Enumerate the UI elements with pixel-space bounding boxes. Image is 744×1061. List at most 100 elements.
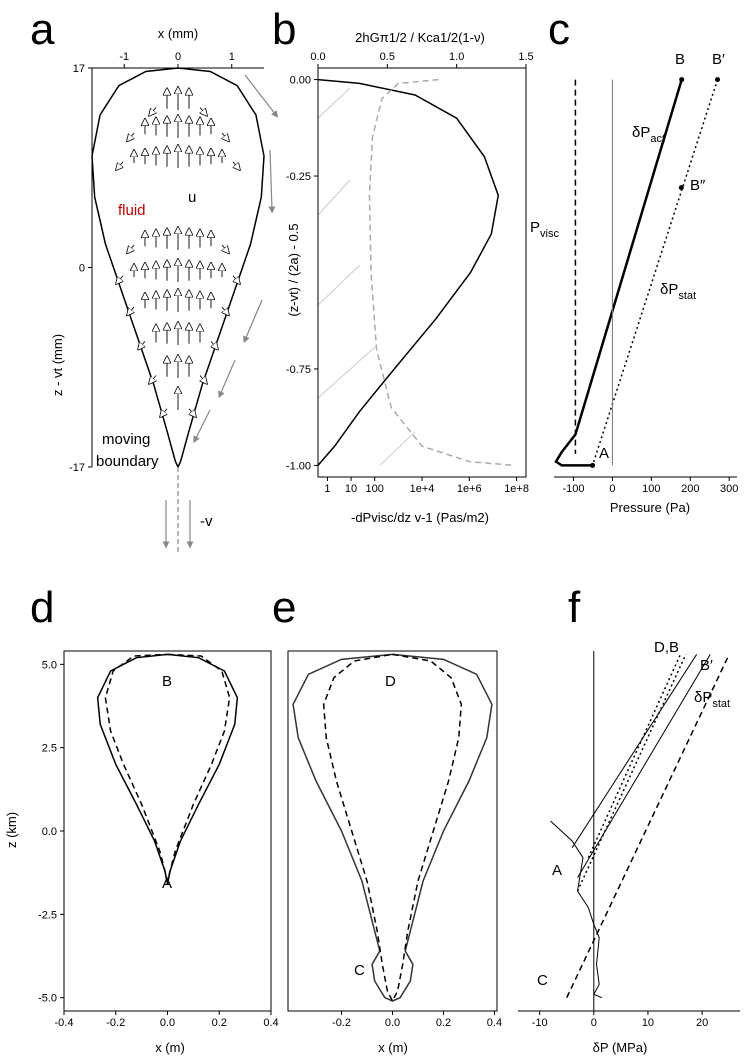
annotation: A [599,445,609,462]
x-tick-label: 300 [720,483,738,495]
annotation-text: boundary [96,453,159,470]
annotation-subscript: act [650,133,665,145]
curve [550,820,603,999]
y-tick-label: -1.00 [286,460,311,472]
flow-arrow [189,408,194,415]
annotation: δPact [632,124,665,145]
annotation: -v [200,513,213,530]
y-tick-label: -5.0 [38,993,57,1005]
y-tick-label: 2.5 [42,743,57,755]
x-tick-label: 1e+8 [504,483,529,495]
y-axis-label: (z-vt) / (2a) - 0.5 [286,223,301,316]
x-axis-label: Pressure (Pa) [610,500,690,515]
annotation-subscript: stat [678,290,696,302]
annotation-text: δP [694,689,712,706]
annotation: A [162,875,172,892]
annotation: fluid [118,202,146,219]
x-tick-label: 0 [591,1017,597,1029]
x-tick-label: 0 [175,51,181,63]
x-tick-label: 1e+6 [457,483,482,495]
annotation: C [537,972,548,989]
annotation-text: A [162,875,172,892]
flow-arrow [140,340,145,347]
x-tick-label: 0.2 [212,1017,227,1029]
annotation: Pvisc [530,219,559,240]
point [590,462,596,468]
x-tick-label: 20 [696,1017,708,1029]
annotation-text: D,B [654,639,679,656]
y-axis-label: z - vt (mm) [50,334,65,396]
y-tick-label: -2.5 [38,909,57,921]
y-tick-label: -0.25 [286,171,311,183]
flow-arrow [118,161,123,168]
annotation-text: A [552,862,562,879]
curve [576,654,687,892]
x-axis-label: x (mm) [158,26,198,41]
x-tick-label: 10 [345,483,357,495]
x-tick-label: 1.0 [449,51,464,63]
point [679,77,685,83]
annotation-text: u [188,189,196,206]
flow-arrow [129,132,134,139]
annotation-text: δP [660,281,678,298]
flow-arrow [129,306,134,313]
curve [554,79,683,467]
flow-arrow [233,275,238,282]
annotation: B′ [700,657,713,674]
x-tick-label: 0.2 [436,1017,451,1029]
x-tick-label: 0.4 [263,1017,278,1029]
x-axis-label: x (m) [155,1040,185,1055]
annotation: u [188,189,196,206]
plot-frame [63,650,272,1012]
x-tick-label: -0.4 [55,1017,74,1029]
x-tick-label: 0.0 [310,51,325,63]
x-tick-label: 10 [642,1017,654,1029]
annotation-text: moving [102,431,150,448]
annotation: boundary [96,453,159,470]
flow-arrow [222,132,227,139]
annotation-text: C [354,962,365,979]
annotation: D,B [654,639,679,656]
flow-arrows [118,74,279,555]
annotation-text: B′ [700,657,713,674]
y-tick-label: 5.0 [42,659,57,671]
annotation: δPstat [660,281,696,302]
curve [571,654,698,848]
x-tick-label: -100 [562,483,584,495]
y-tick-label: -0.75 [286,364,311,376]
annotation-text: B′ [712,51,725,68]
annotation-text: -v [200,513,213,530]
curve [104,653,231,884]
y-tick-label: 0 [79,263,85,275]
flow-arrow [129,244,134,251]
annotation: D [385,673,396,690]
curve [292,653,493,1002]
boundary-arrow [218,359,236,399]
annotation: B [675,51,685,68]
annotation: A [552,862,562,879]
x-tick-label: -1 [119,51,129,63]
annotation: B′ [712,51,725,68]
flow-arrow [162,408,167,415]
x2-axis-label: 2hGπ1/2 / Kca1/2(1-ν) [355,30,485,45]
x-tick-label: 0 [609,483,615,495]
x-axis-label: δP (MPa) [593,1040,648,1055]
curve [317,78,500,466]
plot-frame [317,67,527,478]
x-tick-label: 0.0 [160,1017,175,1029]
annotation-text: A [599,445,609,462]
annotation-text: D [385,673,396,690]
flow-arrow [222,244,227,251]
annotation-text: B [162,673,172,690]
flow-arrow [118,275,123,282]
x-tick-label: 1e+4 [410,483,435,495]
plot-frame [287,650,498,1012]
annotation-text: B [675,51,685,68]
point [678,185,684,191]
panel-letter: e [272,583,296,632]
boundary-arrow [193,409,211,444]
x-tick-label: 0.5 [380,51,395,63]
y-axis-label: z (km) [4,812,19,848]
annotation: C [354,962,365,979]
